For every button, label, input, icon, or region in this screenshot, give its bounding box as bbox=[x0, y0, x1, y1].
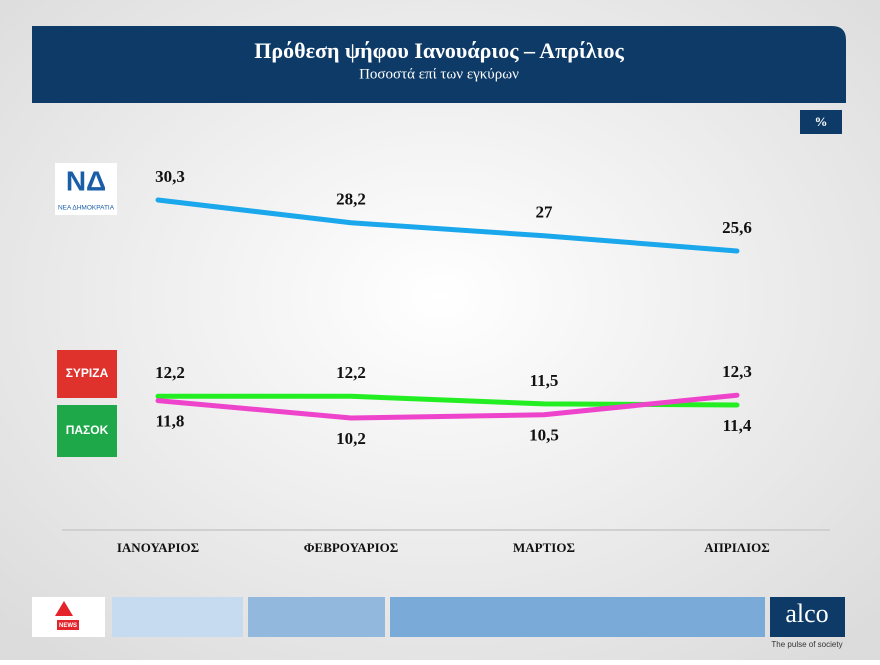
chart-subtitle: Ποσοστά επί των εγκύρων bbox=[359, 66, 519, 82]
x-tick-label: ΙΑΝΟΥΑΡΙΟΣ bbox=[117, 540, 199, 555]
news-logo-bg bbox=[57, 620, 79, 630]
data-label: 11,5 bbox=[530, 371, 559, 390]
x-tick-label: ΜΑΡΤΙΟΣ bbox=[513, 540, 575, 555]
unit-badge bbox=[800, 110, 842, 134]
legend-logo bbox=[57, 350, 117, 398]
series-line bbox=[155, 197, 740, 254]
footer-block bbox=[248, 597, 385, 637]
data-label: 12,2 bbox=[336, 363, 366, 382]
legend-logo bbox=[57, 405, 117, 457]
chart-title: Πρόθεση ψήφου Ιανουάριος – Απρίλιος bbox=[254, 38, 624, 63]
data-label: 27 bbox=[536, 203, 554, 222]
data-label: 10,2 bbox=[336, 429, 366, 448]
data-label: 10,5 bbox=[529, 426, 559, 445]
data-label: 30,3 bbox=[155, 167, 185, 186]
data-label: 11,8 bbox=[156, 412, 185, 431]
brand-box bbox=[770, 597, 845, 637]
legend-name: ΠΑΣΟΚ bbox=[66, 423, 109, 437]
footer-block bbox=[112, 597, 243, 637]
news-logo-text: NEWS bbox=[59, 623, 77, 629]
brand: alco bbox=[785, 599, 828, 628]
legend: ΝΔ ΝΕΑ ΔΗΜΟΚΡΑΤΙΑ ΠΑΣΟΚ ΣΥΡΙΖΑ bbox=[55, 163, 117, 457]
x-tick-label: ΦΕΒΡΟΥΑΡΙΟΣ bbox=[304, 540, 399, 555]
legend-logo bbox=[55, 163, 117, 215]
data-label: 28,2 bbox=[336, 190, 366, 209]
legend-abbr: ΝΔ bbox=[66, 165, 106, 196]
x-tick-label: ΑΠΡΙΛΙΟΣ bbox=[704, 540, 770, 555]
legend-name: ΣΥΡΙΖΑ bbox=[66, 366, 109, 380]
news-box bbox=[32, 597, 105, 637]
data-label: 12,2 bbox=[155, 363, 185, 382]
plot: ΙΑΝΟΥΑΡΙΟΣ ΦΕΒΡΟΥΑΡΙΟΣ ΜΑΡΤΙΟΣ ΑΠΡΙΛΙΟΣ 30,3… bbox=[117, 167, 770, 555]
series-line bbox=[155, 392, 740, 421]
data-label: 11,4 bbox=[723, 416, 752, 435]
news-logo-mark bbox=[55, 601, 73, 616]
header-band bbox=[32, 26, 846, 103]
data-label: 12,3 bbox=[722, 362, 752, 381]
legend-name: ΝΕΑ ΔΗΜΟΚΡΑΤΙΑ bbox=[58, 205, 115, 212]
footer-block bbox=[390, 597, 765, 637]
tagline: The pulse of society bbox=[771, 640, 842, 649]
unit-label: % bbox=[815, 114, 828, 129]
data-label: 25,6 bbox=[722, 218, 752, 237]
